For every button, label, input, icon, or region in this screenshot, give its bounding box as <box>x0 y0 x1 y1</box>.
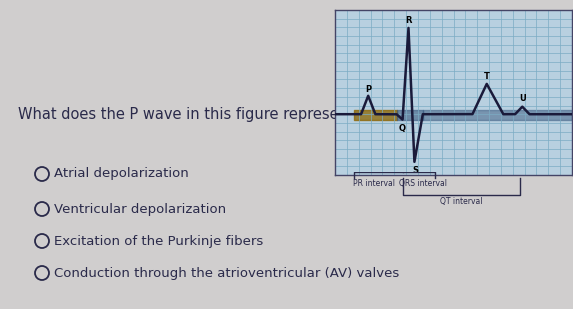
Text: Excitation of the Purkinje fibers: Excitation of the Purkinje fibers <box>54 235 263 248</box>
Text: P: P <box>365 85 371 94</box>
Text: QRS interval: QRS interval <box>399 179 448 188</box>
Text: PR interval: PR interval <box>352 179 395 188</box>
Text: U: U <box>519 94 525 103</box>
Text: Conduction through the atrioventricular (AV) valves: Conduction through the atrioventricular … <box>54 266 399 280</box>
Text: T: T <box>484 72 489 81</box>
Text: R: R <box>405 16 412 25</box>
Text: S: S <box>413 166 419 175</box>
Text: Ventricular depolarization: Ventricular depolarization <box>54 202 226 215</box>
Text: What does the P wave in this figure represent?: What does the P wave in this figure repr… <box>18 107 362 121</box>
Text: QT interval: QT interval <box>440 197 482 206</box>
Text: Atrial depolarization: Atrial depolarization <box>54 167 189 180</box>
Text: Q: Q <box>399 124 406 133</box>
